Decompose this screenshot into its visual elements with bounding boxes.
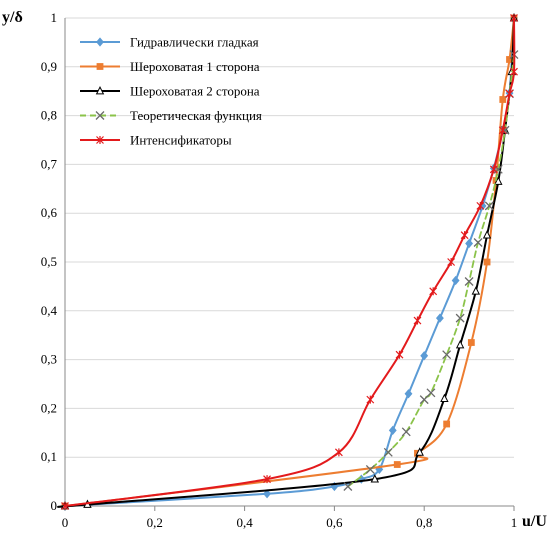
plot-area: [57, 12, 519, 511]
data-point: [435, 313, 444, 323]
data-point: [447, 258, 456, 266]
data-point: [443, 420, 451, 428]
legend-marker: [95, 111, 105, 120]
data-point: [506, 56, 513, 63]
legend-label: Теоретическая функция: [130, 108, 262, 123]
legend-item: Теоретическая функция: [80, 108, 262, 123]
data-point: [460, 231, 469, 240]
data-point: [499, 96, 507, 103]
data-point: [442, 350, 452, 360]
data-point: [455, 339, 465, 349]
series-5: [61, 14, 518, 510]
y-tick-label: 0,8: [41, 108, 57, 123]
data-point: [440, 393, 449, 403]
data-point: [365, 464, 375, 474]
data-point: [451, 275, 460, 286]
data-point: [370, 474, 380, 483]
legend: Гидравлически гладкая Шероховатая 1 сторо…: [80, 35, 262, 148]
legend-label: Шероховатая 2 сторона: [130, 84, 260, 99]
data-point: [483, 258, 491, 266]
series-line: [346, 53, 515, 488]
data-point: [505, 89, 514, 98]
y-tick-label: 0,2: [41, 400, 57, 415]
data-point: [455, 313, 465, 323]
y-tick-label: 0: [51, 498, 58, 513]
data-point: [263, 475, 271, 484]
y-tick-label: 0,3: [41, 352, 57, 367]
x-tick-label: 0,4: [236, 515, 253, 530]
x-tick-label: 1: [511, 515, 518, 530]
data-point: [494, 176, 503, 185]
legend-marker: [96, 63, 104, 70]
data-point: [467, 339, 475, 346]
data-point: [510, 67, 518, 76]
data-point: [476, 201, 485, 210]
data-point: [498, 126, 507, 135]
x-tick-label: 0,6: [326, 515, 343, 530]
data-point: [420, 351, 429, 361]
data-point: [404, 389, 413, 399]
legend-item: Шероховатая 2 сторона: [80, 84, 260, 99]
x-tick-label: 0,8: [416, 515, 432, 530]
data-point: [415, 447, 424, 456]
legend-item: Интенсификаторы: [80, 133, 232, 148]
y-tick-label: 0,7: [41, 156, 58, 171]
legend-item: Гидравлически гладкая: [80, 35, 259, 50]
data-point: [263, 489, 271, 499]
legend-marker: [96, 37, 104, 47]
axes: [64, 18, 515, 511]
series-4: [343, 50, 519, 491]
data-point: [419, 395, 429, 405]
data-point: [464, 277, 474, 286]
gridlines: [65, 17, 514, 458]
x-axis-title: u/U: [522, 513, 547, 530]
data-point: [429, 287, 438, 296]
y-tick-label: 1: [51, 10, 58, 25]
y-axis-title: y/δ: [2, 9, 23, 26]
legend-label: Гидравлически гладкая: [130, 35, 259, 50]
legend-item: Шероховатая 1 сторона: [80, 59, 260, 74]
data-point: [471, 286, 481, 295]
data-point: [393, 461, 401, 468]
data-point: [413, 316, 422, 325]
legend-label: Шероховатая 1 сторона: [130, 59, 260, 74]
legend-label: Интенсификаторы: [130, 133, 232, 148]
data-point: [366, 395, 375, 404]
data-point: [465, 238, 474, 249]
x-tick-label: 0,2: [147, 515, 163, 530]
data-point: [484, 201, 494, 211]
y-tick-label: 0,4: [41, 303, 58, 318]
data-point: [489, 165, 498, 174]
data-point: [61, 502, 69, 510]
x-tick-label: 0: [62, 515, 69, 530]
data-point: [395, 350, 404, 359]
legend-marker: [95, 85, 105, 95]
data-point: [343, 482, 353, 491]
y-tick-label: 0,9: [41, 59, 57, 74]
legend-marker: [96, 136, 104, 144]
data-point: [482, 230, 492, 239]
tick-labels: 0 0,1 0,2 0,3 0,4 0,5 0,6 0,7 0,8 0,9 1 0 0,2 0,4 0,6 0…: [41, 10, 518, 530]
data-point: [473, 238, 483, 247]
series-line: [64, 17, 516, 507]
y-tick-label: 0,5: [41, 254, 57, 269]
data-point: [334, 448, 343, 457]
data-point: [426, 388, 436, 398]
y-tick-label: 0,6: [41, 205, 58, 220]
data-point: [383, 447, 393, 457]
data-point: [401, 427, 411, 437]
data-point: [510, 14, 518, 22]
data-point: [388, 425, 397, 435]
y-tick-label: 0,1: [41, 449, 57, 464]
